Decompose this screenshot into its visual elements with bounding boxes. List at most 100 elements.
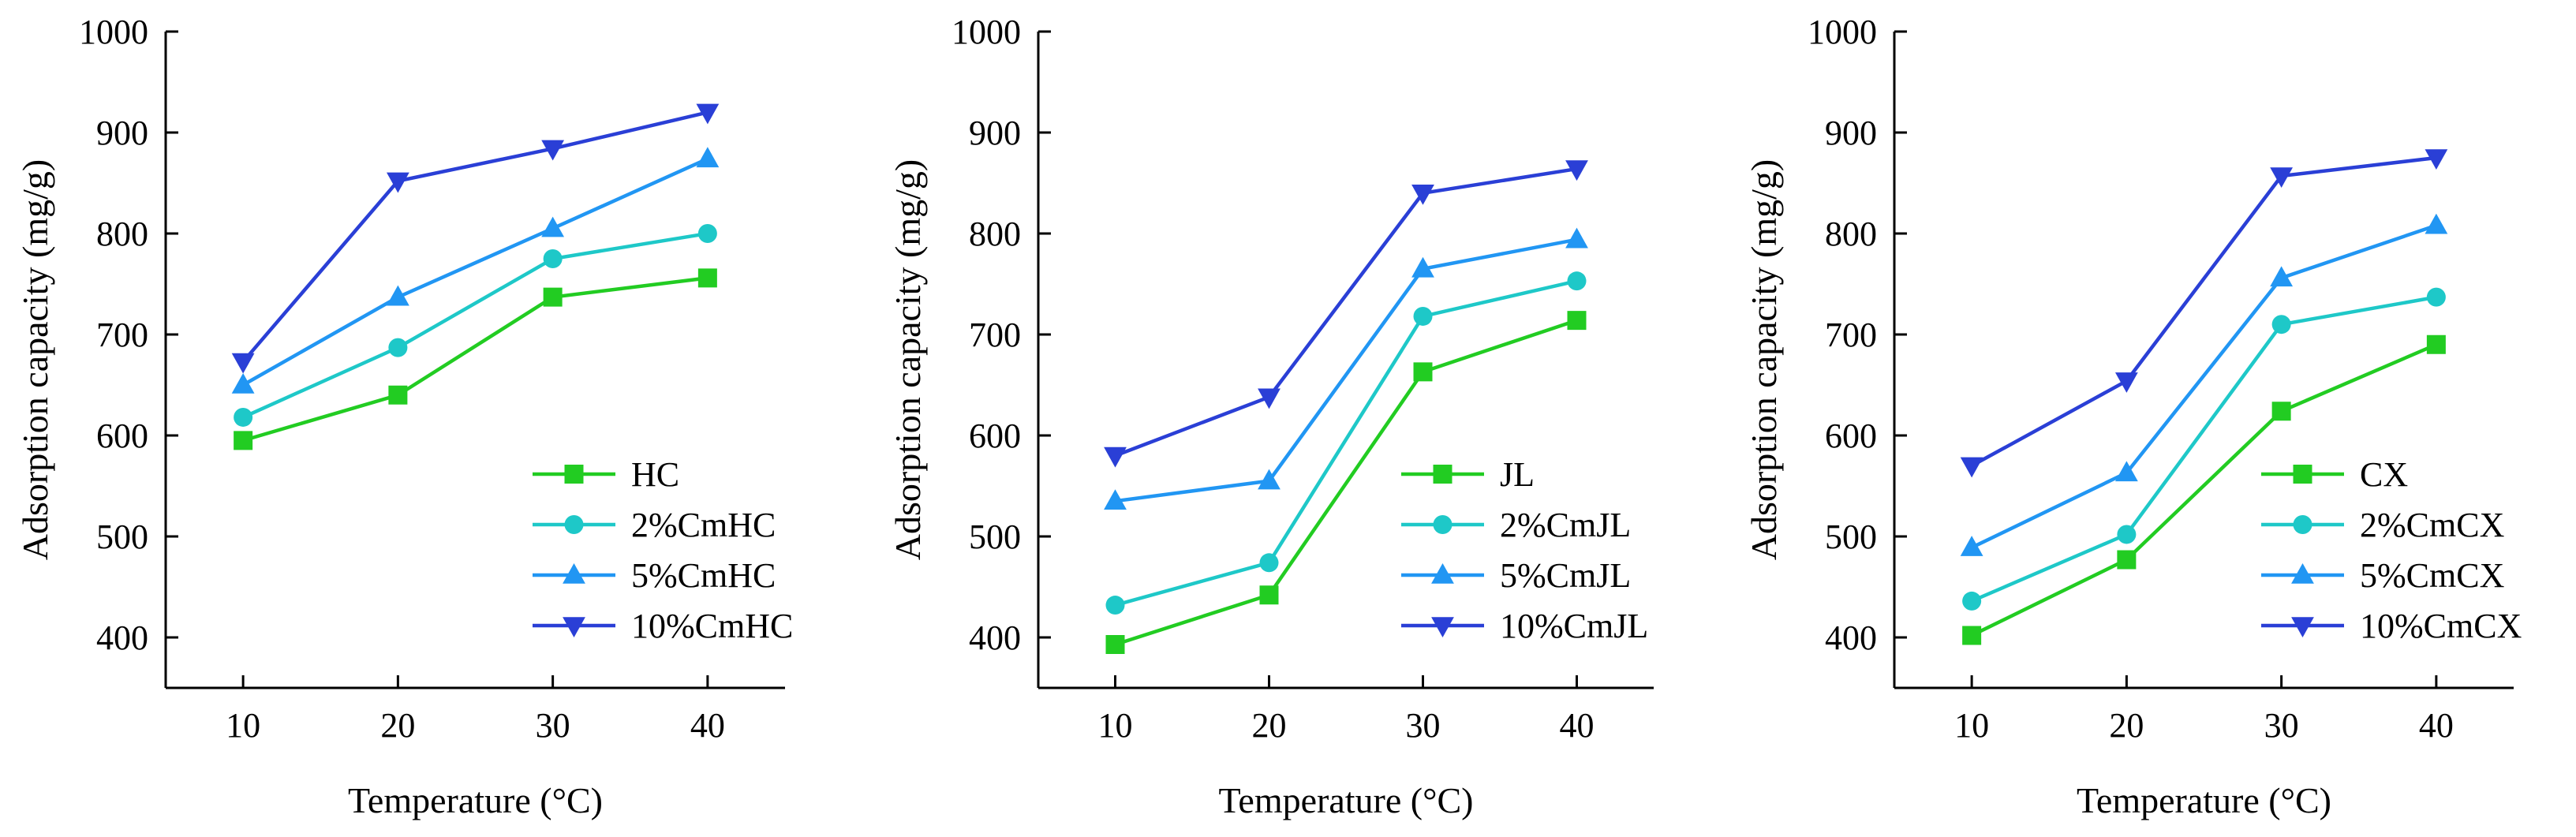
- x-tick-label: 40: [690, 706, 725, 745]
- y-tick-label: 900: [96, 114, 148, 152]
- legend-label: 10%CmHC: [631, 607, 793, 645]
- data-point: [543, 287, 563, 307]
- series-2%CmHC: [234, 224, 717, 427]
- series-line: [1971, 155, 2437, 468]
- legend-item: 2%CmCX: [2261, 506, 2504, 544]
- series-2%CmJL: [1105, 271, 1587, 615]
- series-line: [242, 157, 708, 387]
- x-tick-label: 30: [1406, 706, 1441, 745]
- y-axis-title: Adsorption capacity (mg/g): [888, 159, 928, 560]
- data-point: [2114, 372, 2138, 393]
- legend-marker: [563, 563, 585, 584]
- x-tick-label: 20: [380, 706, 415, 745]
- legend-item: 10%CmCX: [2261, 607, 2522, 645]
- series-5%CmCX: [1960, 213, 2448, 556]
- legend-label: 2%CmCX: [2360, 506, 2504, 544]
- x-tick-label: 20: [2109, 706, 2144, 745]
- data-point: [2114, 461, 2138, 482]
- legend-label: 10%CmJL: [1500, 607, 1648, 645]
- chart-panel-3: 400 500 600 700 800 900 1000 10 20 30 40 Temperatur…: [1744, 13, 2522, 820]
- series-2%CmCX: [1962, 287, 2446, 611]
- legend: JL 2%CmJL 5%CmJL 10%CmJL: [1401, 455, 1648, 645]
- legend-label: JL: [1500, 455, 1535, 494]
- data-point: [697, 268, 717, 288]
- y-tick-label: 500: [96, 518, 148, 556]
- data-point: [1104, 489, 1127, 510]
- data-point: [2117, 525, 2137, 544]
- x-axis-title: Temperature (°C): [348, 780, 603, 820]
- legend-label: 2%CmHC: [631, 506, 776, 544]
- y-axis-title: Adsorption capacity (mg/g): [1744, 159, 1784, 560]
- series-line: [1114, 318, 1578, 647]
- data-point: [2425, 213, 2448, 234]
- data-point: [388, 385, 408, 405]
- x-tick-label: 30: [536, 706, 570, 745]
- data-point: [386, 285, 409, 306]
- y-tick-label: 600: [1825, 417, 1877, 455]
- data-point: [1411, 185, 1434, 205]
- data-point: [1411, 256, 1434, 278]
- series-line: [1971, 223, 2437, 550]
- data-point: [2426, 287, 2446, 307]
- legend-label: 2%CmJL: [1500, 506, 1631, 544]
- legend-marker: [2293, 515, 2312, 534]
- legend-label: 5%CmCX: [2360, 556, 2504, 595]
- data-point: [386, 172, 409, 193]
- legend-item: 10%CmHC: [533, 607, 793, 645]
- legend-marker: [2291, 617, 2314, 637]
- x-tick-label: 10: [1954, 706, 1989, 745]
- y-tick-label: 800: [96, 215, 148, 253]
- data-point: [1104, 447, 1127, 468]
- y-tick-label: 500: [1825, 518, 1877, 556]
- legend-item: 5%CmJL: [1401, 556, 1631, 595]
- data-point: [231, 353, 255, 374]
- series-HC: [234, 268, 717, 450]
- data-point: [2270, 266, 2294, 287]
- series-5%CmJL: [1104, 227, 1588, 510]
- data-point: [541, 216, 565, 237]
- legend-label: 5%CmJL: [1500, 556, 1631, 595]
- legend-marker: [1433, 515, 1453, 534]
- data-point: [1962, 626, 1982, 645]
- legend-item: 10%CmJL: [1401, 607, 1648, 645]
- data-point: [1962, 591, 1982, 611]
- legend-label: 10%CmCX: [2360, 607, 2522, 645]
- y-tick-label: 800: [969, 215, 1021, 253]
- legend-label: CX: [2360, 455, 2408, 494]
- x-tick-label: 40: [2419, 706, 2454, 745]
- legend-marker: [564, 465, 584, 484]
- data-point: [696, 103, 720, 125]
- data-point: [234, 407, 253, 427]
- legend: HC 2%CmHC 5%CmHC 10%CmHC: [533, 455, 793, 645]
- data-point: [1565, 227, 1588, 248]
- y-tick-label: 800: [1825, 215, 1877, 253]
- chart-panel-2: 400 500 600 700 800 900 1000 10 20 30 40 Temperatur…: [888, 13, 1654, 820]
- data-point: [1258, 388, 1281, 409]
- y-tick-label: 600: [969, 417, 1021, 455]
- legend-marker: [1431, 617, 1454, 637]
- x-tick-label: 10: [1098, 706, 1133, 745]
- data-point: [2117, 550, 2137, 570]
- legend-marker: [564, 515, 584, 534]
- y-tick-label: 900: [1825, 114, 1877, 152]
- data-point: [1105, 634, 1125, 654]
- data-point: [541, 140, 565, 161]
- y-tick-label: 700: [969, 316, 1021, 354]
- legend-marker: [2293, 465, 2312, 484]
- data-point: [1960, 457, 1983, 478]
- y-tick-label: 1000: [1808, 13, 1877, 51]
- y-tick-label: 1000: [952, 13, 1021, 51]
- data-point: [231, 373, 255, 394]
- legend-marker: [1433, 465, 1453, 484]
- series-10%CmJL: [1104, 160, 1588, 468]
- data-point: [2271, 402, 2291, 421]
- data-point: [234, 431, 253, 450]
- series-line: [1114, 278, 1578, 607]
- data-point: [2271, 315, 2291, 334]
- data-point: [1413, 362, 1433, 382]
- series-line: [1115, 237, 1577, 503]
- data-point: [1567, 271, 1587, 291]
- data-point: [1105, 596, 1125, 615]
- y-tick-label: 900: [969, 114, 1021, 152]
